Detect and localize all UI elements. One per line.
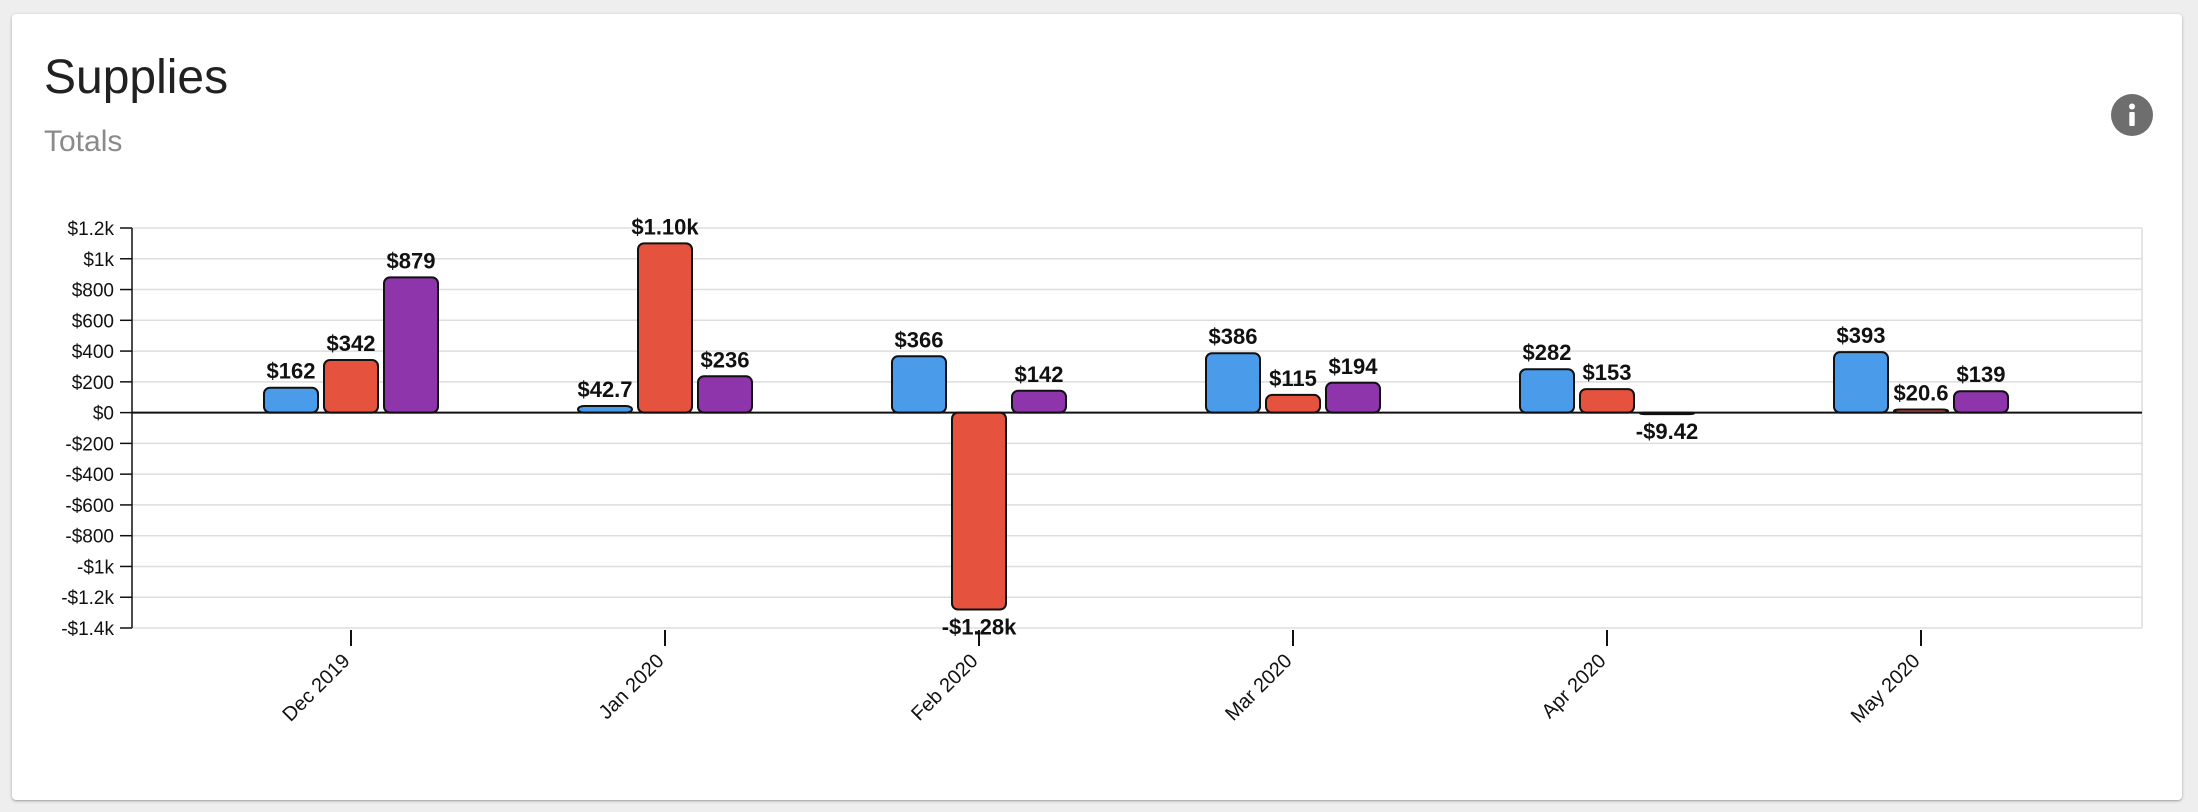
info-button[interactable] bbox=[2111, 94, 2153, 136]
y-tick-label: -$800 bbox=[65, 527, 114, 548]
data-label: $236 bbox=[701, 347, 750, 372]
bar bbox=[383, 276, 439, 414]
data-label: $282 bbox=[1523, 340, 1572, 365]
y-tick-label: -$1k bbox=[77, 557, 114, 578]
bar bbox=[1953, 390, 2009, 414]
bar bbox=[637, 242, 693, 414]
data-label: $153 bbox=[1583, 360, 1632, 385]
bar bbox=[1325, 381, 1381, 414]
data-label: -$9.42 bbox=[1636, 419, 1698, 444]
y-tick-label: -$400 bbox=[65, 465, 114, 486]
data-label: $162 bbox=[267, 359, 316, 384]
bar bbox=[1519, 368, 1575, 414]
bar bbox=[951, 411, 1007, 611]
y-tick-label: $0 bbox=[93, 404, 114, 425]
data-label: $42.7 bbox=[577, 377, 632, 402]
bar bbox=[1833, 351, 1889, 414]
bar bbox=[1579, 388, 1635, 414]
y-tick-label: $800 bbox=[72, 281, 114, 302]
bar-chart: $1.2k $1k $800 $600 $400 $200 $0 -$200 -$400 -$60… bbox=[61, 214, 2143, 728]
y-tick-label: -$600 bbox=[65, 496, 114, 517]
y-tick-label: $1.2k bbox=[68, 219, 115, 240]
data-label: $194 bbox=[1329, 354, 1379, 379]
chart-subtitle: Totals bbox=[44, 125, 123, 158]
data-label: $386 bbox=[1209, 324, 1258, 349]
info-icon bbox=[2129, 103, 2135, 126]
x-tick-label: Mar 2020 bbox=[1221, 650, 1296, 725]
y-tick-label: $200 bbox=[72, 373, 114, 394]
y-tick-label: -$1.2k bbox=[61, 588, 114, 609]
chart-title: Supplies bbox=[44, 51, 229, 104]
x-tick-label: Apr 2020 bbox=[1538, 650, 1611, 723]
x-tick-label: Feb 2020 bbox=[907, 650, 982, 725]
x-tick-label: May 2020 bbox=[1847, 650, 1925, 728]
bar bbox=[1205, 352, 1261, 414]
data-label: $20.6 bbox=[1893, 380, 1948, 405]
bar bbox=[263, 386, 319, 414]
y-tick-label: -$1.4k bbox=[61, 619, 114, 640]
x-tick-label: Dec 2019 bbox=[278, 650, 354, 726]
bar bbox=[323, 359, 379, 414]
bar bbox=[1265, 393, 1321, 414]
x-tick-label: Jan 2020 bbox=[595, 650, 669, 724]
data-label: $393 bbox=[1837, 323, 1886, 348]
y-tick-label: $600 bbox=[72, 311, 114, 332]
data-label: $142 bbox=[1015, 362, 1064, 387]
data-label: $115 bbox=[1269, 366, 1317, 391]
y-tick-label: -$200 bbox=[65, 434, 114, 455]
data-label: $139 bbox=[1957, 362, 2006, 387]
bar bbox=[891, 355, 947, 414]
chart-card: Supplies Totals $1.2k $1k $800 $600 $400 $200… bbox=[12, 14, 2182, 800]
data-label: $879 bbox=[387, 248, 436, 273]
data-label: $366 bbox=[895, 327, 944, 352]
data-label: $1.10k bbox=[631, 214, 699, 239]
bar bbox=[697, 375, 753, 414]
bar bbox=[1011, 389, 1067, 414]
data-label: $342 bbox=[327, 331, 376, 356]
y-tick-label: $1k bbox=[83, 250, 114, 271]
y-tick-label: $400 bbox=[72, 342, 114, 363]
